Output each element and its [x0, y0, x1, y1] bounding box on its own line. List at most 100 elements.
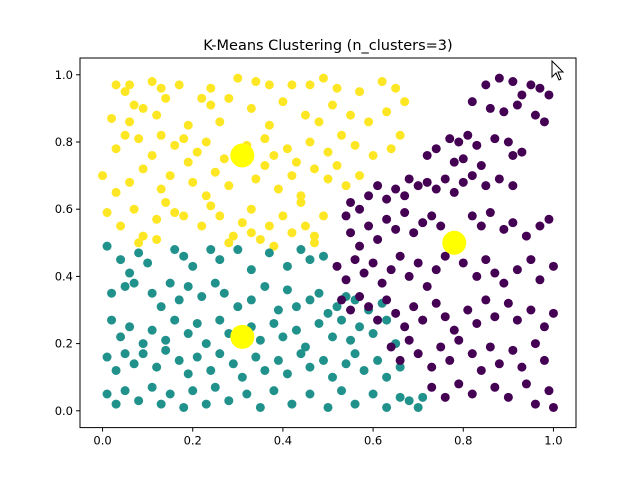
- data-point-cluster-0: [526, 255, 536, 265]
- data-point-cluster-0: [544, 214, 554, 224]
- data-point-cluster-0: [485, 103, 495, 113]
- data-point-cluster-1: [368, 329, 378, 339]
- data-point-cluster-2: [278, 97, 288, 107]
- data-point-cluster-1: [350, 349, 360, 359]
- data-point-cluster-1: [305, 295, 315, 305]
- data-point-cluster-0: [359, 268, 369, 278]
- data-point-cluster-1: [314, 318, 324, 328]
- x-tick-label: 0.4: [274, 434, 292, 448]
- data-point-cluster-2: [224, 181, 234, 191]
- data-point-cluster-1: [269, 386, 279, 396]
- data-point-cluster-2: [156, 184, 166, 194]
- data-point-cluster-2: [215, 117, 225, 127]
- data-point-cluster-0: [503, 137, 513, 147]
- data-point-cluster-0: [548, 308, 558, 318]
- data-point-cluster-1: [210, 278, 220, 288]
- data-point-cluster-1: [143, 258, 153, 268]
- data-point-cluster-0: [332, 261, 342, 271]
- data-point-cluster-0: [485, 342, 495, 352]
- data-point-cluster-2: [152, 214, 162, 224]
- data-point-cluster-2: [355, 171, 365, 181]
- data-point-cluster-1: [282, 261, 292, 271]
- data-point-cluster-0: [386, 265, 396, 275]
- data-point-cluster-0: [377, 278, 387, 288]
- data-point-cluster-2: [337, 130, 347, 140]
- data-point-cluster-0: [481, 255, 491, 265]
- data-point-cluster-1: [264, 248, 274, 258]
- data-point-cluster-1: [134, 248, 144, 258]
- data-point-cluster-2: [264, 80, 274, 90]
- data-point-cluster-0: [391, 224, 401, 234]
- data-point-cluster-2: [129, 204, 139, 214]
- data-point-cluster-2: [120, 130, 130, 140]
- data-point-cluster-0: [355, 241, 365, 251]
- data-point-cluster-2: [318, 73, 328, 83]
- data-point-cluster-0: [467, 389, 477, 399]
- data-point-cluster-0: [503, 392, 513, 402]
- data-point-cluster-2: [309, 231, 319, 241]
- data-point-cluster-2: [300, 110, 310, 120]
- data-point-cluster-0: [499, 278, 509, 288]
- data-point-cluster-1: [111, 365, 121, 375]
- data-point-cluster-0: [535, 83, 545, 93]
- data-point-cluster-0: [413, 258, 423, 268]
- data-point-cluster-2: [138, 164, 148, 174]
- x-axis: 0.0 0.2 0.4 0.6 0.8 1.0: [93, 427, 563, 448]
- data-point-cluster-1: [233, 245, 243, 255]
- data-point-cluster-0: [337, 295, 347, 305]
- data-point-cluster-2: [161, 93, 171, 103]
- data-point-cluster-2: [300, 221, 310, 231]
- data-point-cluster-1: [215, 349, 225, 359]
- data-point-cluster-0: [346, 305, 356, 315]
- data-point-cluster-2: [309, 238, 319, 248]
- data-point-cluster-2: [346, 110, 356, 120]
- data-point-cluster-1: [382, 315, 392, 325]
- data-point-cluster-0: [476, 365, 486, 375]
- data-point-cluster-0: [431, 265, 441, 275]
- data-point-cluster-2: [273, 184, 283, 194]
- data-point-cluster-1: [120, 349, 130, 359]
- data-point-cluster-0: [535, 275, 545, 285]
- data-point-cluster-1: [346, 335, 356, 345]
- data-point-cluster-1: [134, 396, 144, 406]
- data-point-cluster-0: [490, 134, 500, 144]
- data-point-cluster-0: [544, 90, 554, 100]
- data-point-cluster-0: [413, 349, 423, 359]
- data-point-cluster-1: [201, 339, 211, 349]
- data-point-cluster-0: [449, 325, 459, 335]
- data-point-cluster-2: [237, 218, 247, 228]
- data-point-cluster-2: [111, 144, 121, 154]
- data-point-cluster-2: [206, 100, 216, 110]
- data-point-cluster-1: [206, 365, 216, 375]
- data-point-cluster-1: [179, 402, 189, 412]
- data-point-cluster-1: [183, 369, 193, 379]
- data-point-cluster-2: [251, 77, 261, 87]
- data-point-cluster-2: [156, 130, 166, 140]
- data-point-cluster-0: [467, 211, 477, 221]
- data-point-cluster-0: [409, 228, 419, 238]
- data-point-cluster-0: [395, 355, 405, 365]
- data-point-cluster-1: [116, 332, 126, 342]
- data-point-cluster-0: [499, 224, 509, 234]
- data-point-cluster-1: [305, 389, 315, 399]
- data-point-cluster-0: [481, 181, 491, 191]
- data-point-cluster-2: [323, 174, 333, 184]
- data-point-cluster-1: [296, 245, 306, 255]
- data-point-cluster-1: [287, 399, 297, 409]
- data-point-cluster-0: [346, 228, 356, 238]
- data-point-cluster-2: [215, 211, 225, 221]
- data-point-cluster-2: [246, 228, 256, 238]
- data-point-cluster-1: [291, 302, 301, 312]
- data-point-cluster-2: [246, 204, 256, 214]
- data-point-cluster-0: [440, 174, 450, 184]
- data-point-cluster-0: [382, 214, 392, 224]
- data-point-cluster-0: [422, 177, 432, 187]
- data-point-cluster-2: [386, 144, 396, 154]
- data-point-cluster-1: [282, 369, 292, 379]
- data-point-cluster-2: [165, 171, 175, 181]
- centroid-marker: [230, 324, 255, 349]
- data-point-cluster-2: [147, 150, 157, 160]
- data-point-cluster-0: [530, 339, 540, 349]
- y-tick-label: 1.0: [55, 68, 73, 82]
- data-point-cluster-1: [197, 292, 207, 302]
